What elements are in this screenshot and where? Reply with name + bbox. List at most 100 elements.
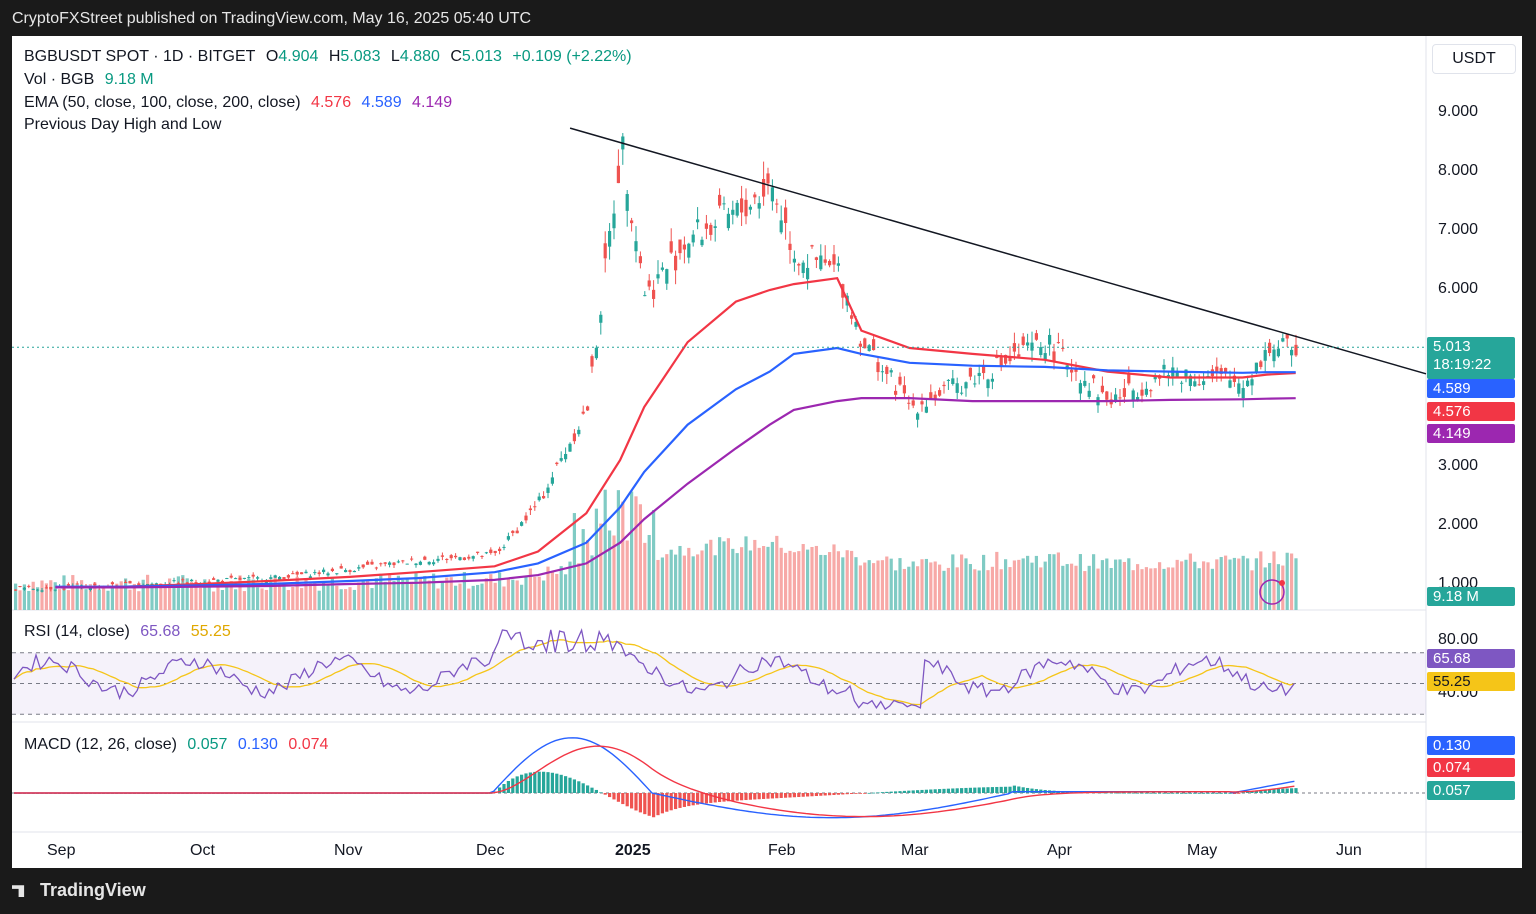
macd-hist-bar [1276, 788, 1280, 793]
macd-hist-bar [1030, 788, 1034, 793]
candle-body [520, 522, 524, 526]
candle-body [322, 569, 326, 573]
legend-macd-line: 0.130 [237, 736, 278, 753]
candle-body [458, 557, 462, 561]
volume-bar [625, 540, 629, 610]
volume-bar [982, 554, 986, 610]
volume-bar [1021, 558, 1025, 610]
candle-body [665, 269, 669, 284]
volume-bar [608, 530, 612, 610]
macd-hist-bar [1246, 791, 1250, 793]
volume-bar [392, 580, 396, 610]
volume-bar [1197, 568, 1201, 610]
macd-hist-bar [616, 793, 620, 802]
volume-bar [1074, 565, 1078, 610]
chart-panel[interactable] [12, 36, 1522, 868]
volume-bar [823, 555, 827, 610]
candle-body [392, 562, 396, 566]
macd-hist-bar [779, 793, 783, 798]
volume-bar [902, 568, 906, 610]
candle-body [911, 400, 915, 406]
candle-body [775, 203, 779, 205]
candle-body [691, 234, 695, 243]
volume-bar [185, 578, 189, 610]
candle-body [1246, 380, 1250, 387]
volume-bar [832, 544, 836, 610]
volume-bar [643, 542, 647, 610]
volume-bar [212, 591, 216, 610]
macd-hist-bar [691, 793, 695, 806]
macd-hist-bar [1188, 792, 1192, 794]
macd-tag: 0.130 [1427, 736, 1515, 755]
macd-hist-bar [594, 789, 598, 793]
volume-bar [66, 590, 70, 610]
volume-bar [234, 589, 238, 610]
chart-svg[interactable] [12, 36, 1522, 868]
time-tick-mar: Mar [901, 842, 929, 859]
candle-body [1228, 380, 1232, 388]
candle-body [1070, 369, 1074, 373]
volume-bar [1136, 564, 1140, 610]
macd-hist-bar [1210, 792, 1214, 794]
volume-bar [132, 583, 136, 610]
macd-hist-bar [946, 788, 950, 793]
volume-bar [141, 579, 145, 610]
macd-hist-bar [1114, 792, 1118, 794]
volume-bar [269, 581, 273, 610]
volume-bar [814, 545, 818, 610]
candle-body [590, 356, 594, 367]
volume-bar [1188, 553, 1192, 610]
candle-body [1052, 351, 1056, 362]
volume-bar [788, 550, 792, 610]
macd-hist-bar [1127, 792, 1131, 794]
candle-body [951, 378, 955, 384]
macd-hist-bar [586, 785, 590, 793]
macd-hist-bar [753, 793, 757, 800]
volume-bar [476, 584, 480, 610]
candle-body [542, 496, 546, 499]
candle-body [1105, 391, 1109, 400]
candle-body [599, 314, 603, 323]
volume-bar [458, 583, 462, 610]
macd-hist-bar [630, 793, 634, 809]
volume-bar [577, 563, 581, 610]
candle-body [1202, 381, 1206, 385]
macd-hist-bar [1026, 787, 1030, 793]
macd-hist-bar [1237, 793, 1241, 794]
candle-body [700, 239, 704, 246]
rsi-line [13, 628, 1295, 711]
macd-hist-bar [863, 793, 867, 794]
volume-bar [656, 559, 660, 610]
volume-bar [489, 574, 493, 610]
candle-body [1254, 362, 1258, 373]
volume-bar [110, 587, 114, 610]
volume-bar [14, 583, 18, 610]
macd-hist-bar [700, 793, 704, 804]
macd-hist-bar [555, 773, 559, 793]
currency-button[interactable]: USDT [1432, 44, 1516, 74]
volume-bar [1127, 558, 1131, 610]
ema100-line [55, 346, 1296, 588]
candle-body [1149, 390, 1153, 392]
candle-body [757, 203, 761, 209]
candle-body [1083, 380, 1087, 386]
candle-body [335, 573, 339, 575]
volume-bar [357, 582, 361, 610]
price-tick-9: 9.000 [1438, 103, 1479, 120]
volume-bar [916, 566, 920, 610]
candle-body [1030, 342, 1034, 351]
volume-bar [1259, 551, 1263, 610]
candle-body [1281, 338, 1285, 342]
volume-bar [405, 578, 409, 610]
candle-body [295, 571, 299, 575]
macd-hist-bar [638, 793, 642, 813]
macd-hist-bar [546, 772, 550, 793]
candle-body [986, 379, 990, 389]
macd-signal-line [14, 745, 1295, 818]
macd-signal-tag: 0.074 [1427, 758, 1515, 777]
candle-body [858, 343, 862, 347]
volume-bar [370, 588, 374, 610]
volume-bar [1184, 559, 1188, 610]
legend-macd: MACD (12, 26, close) 0.057 0.130 0.074 [24, 736, 334, 754]
volume-bar [1246, 558, 1250, 610]
